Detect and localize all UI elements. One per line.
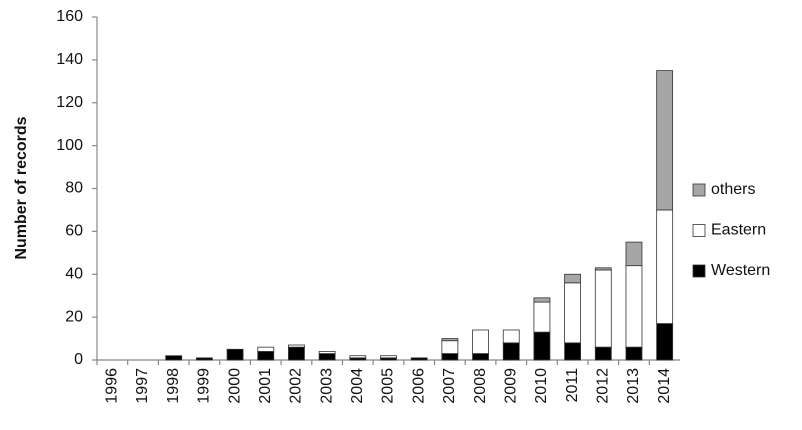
x-tick-label: 2005	[380, 368, 397, 404]
bar-segment	[502, 329, 520, 344]
bar-segment	[533, 297, 551, 303]
y-tick-label: 0	[74, 351, 83, 368]
bar-segment	[410, 357, 428, 361]
x-tick-label: 1999	[196, 368, 213, 404]
x-tick-label: 2007	[441, 368, 458, 404]
legend-label: Western	[711, 262, 770, 279]
y-tick-label: 40	[65, 265, 83, 282]
bar-segment	[564, 282, 582, 344]
x-tick-label: 2006	[410, 368, 427, 404]
x-tick-label: 2010	[533, 368, 550, 404]
bar-segment	[533, 331, 551, 361]
legend-swatch	[692, 224, 706, 237]
bar-segment	[288, 346, 305, 361]
legend-swatch	[692, 264, 706, 278]
bar-segment	[625, 265, 643, 348]
bar-segment	[195, 357, 213, 361]
bar-segment	[226, 348, 244, 361]
bar-segment	[533, 301, 551, 333]
x-tick-label: 2013	[625, 368, 642, 404]
x-tick-label: 2011	[564, 368, 581, 403]
bar-segment	[441, 340, 459, 354]
legend-swatch	[692, 183, 706, 197]
bar-segment	[564, 273, 582, 284]
x-tick-label: 2002	[288, 368, 305, 404]
x-tick-label: 1996	[104, 368, 121, 404]
bar-segment	[441, 338, 459, 342]
bar-segment	[318, 351, 336, 354]
bar-segment	[257, 346, 275, 352]
bar-segment	[349, 355, 367, 359]
bar-segment	[472, 353, 489, 361]
bar-segment	[288, 344, 305, 348]
y-tick-label: 140	[56, 51, 83, 68]
x-tick-label: 2004	[349, 368, 366, 404]
x-tick-label: 2008	[472, 368, 489, 404]
x-tick-label: 2012	[595, 368, 612, 404]
bar-segment	[656, 209, 674, 324]
bar-segment	[625, 346, 643, 361]
bar-segment	[625, 241, 643, 267]
x-tick-label: 2014	[656, 368, 673, 404]
bar-segment	[656, 323, 674, 361]
y-axis-title: Number of records	[13, 116, 30, 259]
y-tick-label: 20	[65, 308, 83, 325]
bar-segment	[564, 342, 582, 361]
bar-segment	[472, 329, 489, 354]
bar-segment	[380, 355, 397, 359]
x-tick-label: 2001	[257, 368, 274, 404]
bar-segment	[257, 351, 275, 361]
bar-segment	[594, 267, 612, 271]
bar-segment	[594, 269, 612, 348]
x-tick-label: 1997	[134, 368, 151, 404]
x-tick-label: 1998	[165, 368, 182, 404]
y-tick-label: 160	[56, 8, 83, 25]
y-tick-label: 100	[56, 137, 83, 154]
y-tick-label: 80	[65, 180, 83, 197]
legend-label: others	[711, 181, 755, 198]
x-tick-label: 2000	[226, 368, 243, 404]
y-tick-label: 120	[56, 94, 83, 111]
bar-segment	[656, 70, 674, 211]
bar-segment	[441, 353, 459, 361]
legend-label: Eastern	[711, 222, 766, 239]
bar-segment	[165, 355, 183, 361]
bar-segment	[594, 346, 612, 361]
bar-segment	[318, 353, 336, 361]
x-tick-label: 2003	[318, 368, 335, 404]
bar-segment	[502, 342, 520, 361]
x-tick-label: 2009	[502, 368, 519, 404]
y-tick-label: 60	[65, 223, 83, 240]
